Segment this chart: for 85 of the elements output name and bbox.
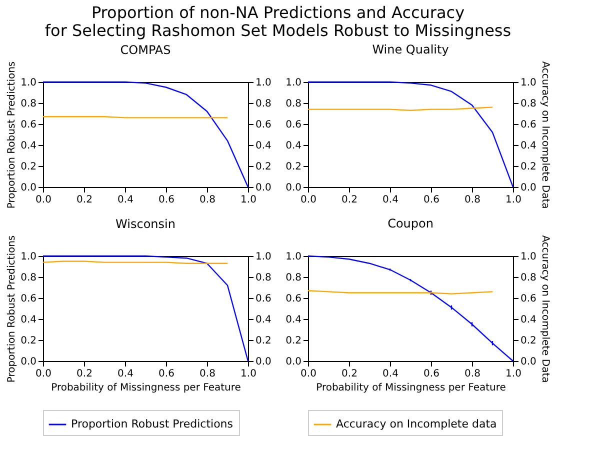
y-tick-label: 1.0 [286,78,302,88]
x-tick-label: 0.6 [424,368,440,380]
y2-tick-label: 1.0 [520,78,536,88]
y2-axis-title: Accuracy on Incomplete Data [539,61,550,209]
x-tick-label: 0.8 [200,194,216,206]
y2-tick-label: 0.2 [520,336,536,346]
x-tick-label: 0.0 [300,368,316,380]
x-tick-label: 1.0 [506,368,522,380]
y-tick-label: 0.2 [20,336,36,346]
y-tick-label: 1.0 [286,252,302,262]
x-tick-label: 0.2 [76,368,92,380]
y2-tick-label: 0.2 [256,162,272,172]
y2-tick-label: 0.4 [520,314,536,326]
y2-tick-label: 0.2 [520,162,536,172]
y2-tick-label: 0.8 [520,272,536,284]
y2-tick-label: 0.0 [520,182,536,194]
y2-tick-label: 0.2 [256,336,272,346]
y2-tick-label: 0.8 [520,98,536,110]
y2-axis-title: Accuracy on Incomplete Data [539,235,550,383]
x-tick-label: 0.2 [342,368,358,380]
y2-tick-label: 0.0 [520,356,536,368]
y-tick-label: 0.2 [286,336,302,346]
x-tick-label: 0.4 [382,194,398,206]
y-tick-label: 1.0 [20,78,36,88]
chart-subtitle: COMPAS [120,42,171,57]
x-tick-label: 0.6 [424,194,440,206]
x-tick-label: 0.8 [464,368,480,380]
x-tick-label: 0.0 [300,194,316,206]
x-tick-label: 0.2 [76,194,92,206]
x-tick-label: 1.0 [506,194,522,206]
y-tick-label: 0.0 [286,182,302,194]
y2-tick-label: 0.0 [256,356,272,368]
y-tick-label: 0.4 [286,140,302,152]
chart-subtitle: Wisconsin [116,216,176,231]
y2-tick-label: 1.0 [520,252,536,262]
chart-title: Proportion of non-NA Predictions and Accuracy for Selecting Rashomon Set Models Robust to Missingness [44,3,512,40]
y-tick-label: 0.8 [20,98,36,110]
y-tick-label: 0.0 [20,182,36,194]
y2-tick-label: 1.0 [256,78,272,88]
y2-tick-label: 0.6 [256,120,272,130]
x-tick-label: 0.8 [200,368,216,380]
y-tick-label: 0.6 [286,120,302,130]
y2-tick-label: 0.4 [256,140,272,152]
y-tick-label: 0.8 [286,272,302,284]
chart-subtitle: Wine Quality [372,42,449,57]
y-tick-label: 0.0 [286,356,302,368]
x-tick-label: 1.0 [240,368,256,380]
y-tick-label: 0.8 [286,98,302,110]
y-tick-label: 0.4 [20,140,36,152]
y-tick-label: 0.2 [20,162,36,172]
y-tick-label: 0.8 [20,272,36,284]
y2-tick-label: 1.0 [256,252,272,262]
y-tick-label: 0.6 [20,120,36,130]
y-tick-label: 1.0 [20,252,36,262]
x-tick-label: 0.4 [382,368,398,380]
y-tick-label: 0.6 [286,294,302,304]
x-tick-label: 0.4 [118,194,134,206]
x-tick-label: 0.2 [342,194,358,206]
y-axis-title: Proportion Robust Predictions [6,61,18,209]
y2-tick-label: 0.6 [520,120,536,130]
x-axis-title: Probability of Missingness per Feature [316,382,506,394]
y-axis-title: Proportion Robust Predictions [6,235,18,383]
x-axis-title: Probability of Missingness per Feature [51,382,241,394]
y-tick-label: 0.6 [20,294,36,304]
legend-label: Accuracy on Incomplete data [336,418,497,430]
x-tick-label: 0.4 [118,368,134,380]
x-tick-label: 0.8 [464,194,480,206]
y2-tick-label: 0.8 [256,272,272,284]
y2-tick-label: 0.0 [256,182,272,194]
x-tick-label: 0.0 [36,368,52,380]
y-tick-label: 0.4 [286,314,302,326]
x-tick-label: 0.6 [158,368,174,380]
legend-label: Proportion Robust Predictions [71,418,234,430]
y2-tick-label: 0.8 [256,98,272,110]
x-tick-label: 0.0 [36,194,52,206]
y-tick-label: 0.0 [20,356,36,368]
y2-tick-label: 0.4 [256,314,272,326]
y2-tick-label: 0.6 [520,294,536,304]
x-tick-label: 0.6 [158,194,174,206]
y-tick-label: 0.4 [20,314,36,326]
y2-tick-label: 0.4 [520,140,536,152]
y2-tick-label: 0.6 [256,294,272,304]
chart-subtitle: Coupon [388,216,434,231]
x-tick-label: 1.0 [240,194,256,206]
y-tick-label: 0.2 [286,162,302,172]
